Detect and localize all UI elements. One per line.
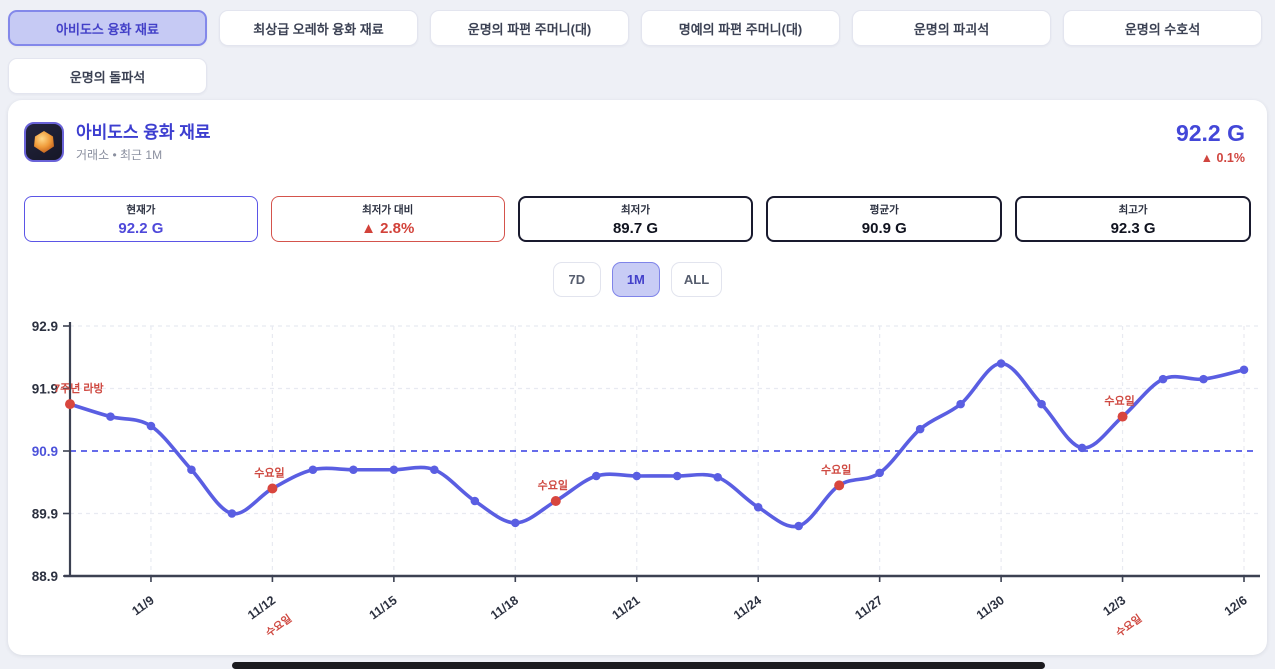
x-axis-label: 12/6 bbox=[1222, 593, 1250, 619]
item-title: 아비도스 융화 재료 bbox=[76, 123, 211, 142]
tab-destiny-shard-pouch-large[interactable]: 운명의 파편 주머니(대) bbox=[430, 10, 629, 46]
x-axis-label: 11/27 bbox=[852, 593, 885, 622]
stat-average-price: 평균가 90.9 G bbox=[766, 196, 1003, 242]
stat-value: 92.3 G bbox=[1110, 219, 1156, 237]
tab-superior-oreha-fusion-material[interactable]: 최상급 오레하 융화 재료 bbox=[219, 10, 418, 46]
item-tab-bar: 아비도스 융화 재료 최상급 오레하 융화 재료 운명의 파편 주머니(대) 명… bbox=[8, 10, 1267, 94]
y-axis-label: 88.9 bbox=[32, 569, 58, 584]
data-point[interactable] bbox=[915, 424, 925, 434]
data-point[interactable] bbox=[308, 465, 318, 475]
x-axis-label: 11/12 bbox=[245, 593, 278, 622]
current-price-block: 92.2 G ▲ 0.1% bbox=[1176, 120, 1245, 165]
range-selector: 7D 1M ALL bbox=[8, 262, 1267, 297]
data-point[interactable] bbox=[591, 471, 601, 481]
stat-vs-lowest: 최저가 대비 ▲ 2.8% bbox=[270, 196, 505, 242]
stat-lowest-price: 최저가 89.7 G bbox=[517, 196, 754, 242]
item-subtitle: 거래소 • 최근 1M bbox=[76, 148, 163, 163]
x-axis-label: 11/9 bbox=[129, 593, 156, 618]
x-axis-label: 11/30 bbox=[974, 593, 1007, 622]
data-point[interactable] bbox=[1199, 374, 1208, 384]
point-annotation: 수요일 bbox=[254, 466, 284, 480]
x-axis-label: 11/15 bbox=[367, 593, 400, 622]
y-axis-label: 90.9 bbox=[32, 444, 58, 459]
item-icon bbox=[24, 122, 64, 162]
y-axis-label: 92.9 bbox=[32, 319, 58, 334]
tab-honor-shard-pouch-large[interactable]: 명예의 파편 주머니(대) bbox=[641, 10, 840, 46]
gem-icon bbox=[34, 131, 54, 153]
data-point[interactable] bbox=[956, 399, 965, 409]
x-axis-label: 11/21 bbox=[610, 593, 643, 622]
stat-label: 최저가 대비 bbox=[362, 203, 414, 216]
stats-row: 현재가 92.2 G 최저가 대비 ▲ 2.8% 최저가 89.7 G 평균가 … bbox=[24, 196, 1251, 242]
data-point[interactable] bbox=[1077, 443, 1087, 453]
highlight-data-point[interactable] bbox=[550, 496, 561, 506]
x-axis-label: 12/3 bbox=[1100, 593, 1128, 619]
data-point[interactable] bbox=[470, 496, 480, 506]
point-annotation: 수요일 bbox=[538, 478, 568, 492]
highlight-data-point[interactable] bbox=[267, 483, 278, 494]
data-point[interactable] bbox=[146, 421, 156, 431]
data-point[interactable] bbox=[713, 472, 723, 482]
data-point[interactable] bbox=[1158, 374, 1168, 384]
data-point[interactable] bbox=[430, 465, 439, 475]
stat-value: ▲ 2.8% bbox=[361, 219, 415, 237]
x-axis-label: 11/18 bbox=[488, 593, 521, 622]
point-annotation: 수요일 bbox=[1104, 394, 1134, 408]
point-annotation: 수요일 bbox=[821, 462, 851, 476]
tab-abidos-fusion-material[interactable]: 아비도스 융화 재료 bbox=[8, 10, 207, 46]
data-point[interactable] bbox=[511, 518, 520, 528]
stat-highest-price: 최고가 92.3 G bbox=[1015, 196, 1251, 242]
stat-label: 최고가 bbox=[1118, 203, 1148, 216]
data-point[interactable] bbox=[996, 359, 1006, 368]
price-card: 아비도스 융화 재료 거래소 • 최근 1M 92.2 G ▲ 0.1% 현재가… bbox=[8, 100, 1267, 655]
highlight-data-point[interactable] bbox=[1117, 411, 1128, 422]
data-point[interactable] bbox=[1239, 365, 1249, 375]
data-point[interactable] bbox=[672, 471, 682, 481]
tab-destiny-destruction-stone[interactable]: 운명의 파괴석 bbox=[852, 10, 1051, 46]
bottom-bar bbox=[232, 662, 1045, 669]
tab-destiny-leapstone[interactable]: 운명의 돌파석 bbox=[8, 58, 207, 94]
data-point[interactable] bbox=[106, 412, 115, 421]
data-point[interactable] bbox=[187, 465, 196, 475]
range-7d-button[interactable]: 7D bbox=[552, 262, 601, 297]
data-point[interactable] bbox=[1037, 399, 1046, 409]
stat-value: 89.7 G bbox=[612, 219, 658, 237]
stat-label: 최저가 bbox=[621, 203, 650, 216]
data-point[interactable] bbox=[389, 465, 399, 475]
stat-label: 현재가 bbox=[126, 203, 156, 216]
x-axis-wednesday-label: 수요일 bbox=[263, 612, 294, 640]
highlight-data-point[interactable] bbox=[65, 399, 75, 410]
data-point[interactable] bbox=[227, 509, 237, 518]
data-point[interactable] bbox=[632, 471, 642, 481]
y-axis-label: 89.9 bbox=[32, 507, 58, 522]
x-axis-wednesday-label: 수요일 bbox=[1113, 612, 1144, 640]
price-change-badge: ▲ 0.1% bbox=[1200, 151, 1245, 165]
data-point[interactable] bbox=[875, 468, 884, 478]
data-point[interactable] bbox=[349, 465, 358, 475]
range-all-button[interactable]: ALL bbox=[670, 262, 723, 297]
y-axis-label: 91.9 bbox=[32, 382, 58, 397]
data-point[interactable] bbox=[794, 521, 803, 531]
item-header: 아비도스 융화 재료 거래소 • 최근 1M bbox=[24, 122, 211, 163]
stat-current-price: 현재가 92.2 G bbox=[24, 196, 258, 242]
price-chart[interactable]: 92.9 91.9 90.9 89.9 88.9 11/9 11/12 11/15 11/18 1… bbox=[8, 310, 1267, 650]
stat-value: 90.9 G bbox=[861, 219, 907, 237]
range-1m-button[interactable]: 1M bbox=[611, 262, 660, 297]
stat-label: 평균가 bbox=[869, 203, 899, 216]
data-point[interactable] bbox=[753, 502, 763, 512]
tab-destiny-guardian-stone[interactable]: 운명의 수호석 bbox=[1063, 10, 1262, 46]
x-axis-label: 11/24 bbox=[731, 593, 764, 622]
highlight-data-point[interactable] bbox=[834, 480, 845, 491]
point-annotation: 7주년 라방 bbox=[54, 381, 104, 395]
current-price: 92.2 G bbox=[1175, 120, 1245, 146]
stat-value: 92.2 G bbox=[118, 219, 164, 237]
